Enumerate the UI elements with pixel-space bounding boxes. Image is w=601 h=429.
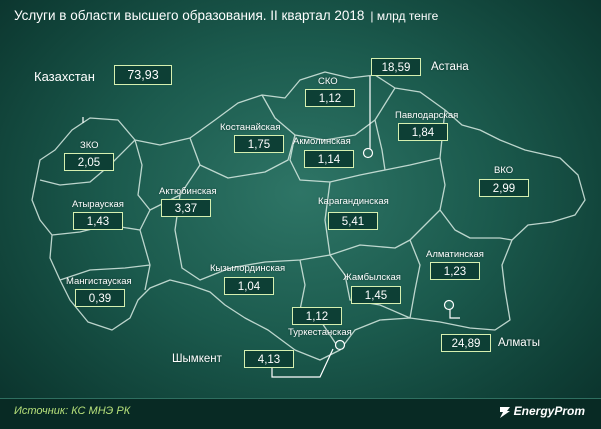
page-title: Услуги в области высшего образования. II… [14, 8, 438, 23]
region-label-zhambyl: Жамбылская [343, 272, 401, 283]
region-label-aktobe: Актюбинская [159, 186, 217, 197]
region-label-mangystau: Мангистауская [66, 276, 132, 287]
region-label-atyrau: Атырауская [72, 199, 124, 210]
energyprom-logo: EnergyProm [513, 404, 585, 418]
region-label-vko: ВКО [494, 165, 514, 176]
region-label-almaty-obl: Алматинская [426, 249, 484, 260]
region-label-kostanay: Костанайская [220, 122, 281, 133]
region-value-turkestan: 1,12 [292, 307, 342, 325]
region-label-shymkent: Шымкент [172, 353, 222, 365]
region-value-akmola: 1,14 [304, 150, 354, 168]
region-value-almaty-obl: 1,23 [430, 262, 480, 280]
region-value-shymkent: 4,13 [244, 350, 294, 368]
energyprom-logo-icon [500, 407, 510, 418]
region-label-sko: СКО [318, 76, 338, 87]
region-value-kyzylorda: 1,04 [224, 277, 274, 295]
unit-label: | млрд тенге [370, 9, 439, 23]
kazakhstan-value: 73,93 [114, 65, 172, 85]
region-label-almaty: Алматы [498, 337, 540, 349]
region-label-astana: Астана [431, 61, 469, 73]
footer-bar [0, 398, 601, 429]
region-label-akmola: Акмолинская [293, 136, 351, 147]
region-value-zhambyl: 1,45 [351, 286, 401, 304]
source-note: Источник: КС МНЭ РК [14, 405, 131, 417]
title-text: Услуги в области высшего образования. II… [14, 8, 365, 23]
region-value-vko: 2,99 [479, 179, 529, 197]
region-value-sko: 1,12 [305, 89, 355, 107]
region-label-turkestan: Туркестанская [288, 327, 352, 338]
kazakhstan-label: Казахстан [34, 69, 95, 84]
region-label-kyzylorda: Кызылординская [210, 263, 286, 274]
region-label-zko: ЗКО [80, 140, 99, 151]
region-label-karaganda: Карагандинская [318, 196, 389, 207]
region-value-pavlodar: 1,84 [398, 123, 448, 141]
region-value-kostanay: 1,75 [234, 135, 284, 153]
region-value-astana: 18,59 [371, 58, 421, 76]
region-value-karaganda: 5,41 [328, 212, 378, 230]
region-value-mangystau: 0,39 [75, 289, 125, 307]
region-value-aktobe: 3,37 [161, 199, 211, 217]
region-label-pavlodar: Павлодарская [395, 110, 459, 121]
region-value-zko: 2,05 [64, 153, 114, 171]
region-value-almaty: 24,89 [441, 334, 491, 352]
region-value-atyrau: 1,43 [73, 212, 123, 230]
